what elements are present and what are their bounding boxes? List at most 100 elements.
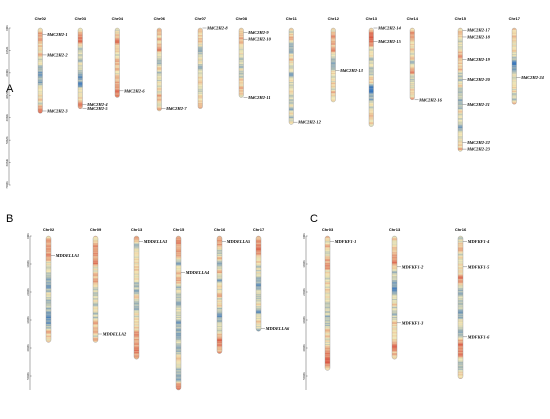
- density-band: [46, 320, 51, 322]
- density-band: [93, 299, 98, 301]
- density-band: [176, 357, 181, 359]
- density-band: [217, 251, 222, 253]
- density-band: [289, 106, 294, 108]
- density-band: [176, 270, 181, 272]
- density-band: [410, 99, 415, 100]
- density-band: [369, 95, 374, 97]
- density-band: [93, 308, 98, 310]
- density-band: [369, 81, 374, 83]
- density-band: [392, 296, 397, 298]
- density-band: [115, 41, 120, 43]
- density-band: [458, 274, 463, 276]
- density-band: [78, 69, 83, 71]
- density-band: [217, 271, 222, 273]
- density-band: [217, 329, 222, 331]
- density-band: [392, 272, 397, 273]
- density-band: [198, 72, 203, 74]
- density-band: [369, 100, 374, 102]
- density-band: [256, 317, 261, 319]
- density-band: [46, 268, 51, 270]
- density-band: [157, 52, 162, 54]
- density-band: [134, 342, 139, 344]
- density-band: [289, 44, 294, 46]
- density-band: [256, 326, 261, 328]
- density-band: [134, 252, 139, 254]
- density-band: [458, 129, 463, 131]
- density-band: [217, 296, 222, 298]
- density-band: [198, 35, 203, 37]
- chromosome-outline: [457, 235, 464, 380]
- density-band: [93, 335, 98, 337]
- density-band: [289, 96, 294, 98]
- density-band: [198, 36, 203, 38]
- density-band: [392, 305, 397, 307]
- density-band: [134, 319, 139, 321]
- density-band: [38, 58, 43, 60]
- scale-tick-label: 50Mb: [5, 136, 9, 144]
- density-band: [38, 76, 43, 78]
- density-band: [458, 306, 463, 308]
- density-band: [392, 256, 397, 258]
- density-band: [239, 73, 244, 75]
- density-band: [198, 62, 203, 64]
- density-band: [289, 102, 294, 104]
- density-band: [134, 271, 139, 273]
- density-band: [176, 363, 181, 365]
- density-band: [458, 38, 463, 40]
- density-band: [217, 345, 222, 347]
- density-band: [38, 71, 43, 73]
- density-band: [331, 42, 336, 44]
- density-band: [325, 340, 330, 342]
- density-band: [331, 50, 336, 52]
- density-band: [256, 314, 261, 316]
- density-band: [217, 265, 222, 267]
- density-band: [38, 52, 43, 54]
- density-band: [458, 107, 463, 109]
- density-band: [198, 48, 203, 50]
- density-band: [176, 341, 181, 343]
- density-band: [93, 339, 98, 341]
- density-band: [410, 91, 415, 92]
- density-bands: [256, 236, 261, 332]
- density-band: [325, 303, 330, 305]
- density-band: [392, 278, 397, 280]
- density-band: [157, 44, 162, 46]
- density-band: [217, 318, 222, 320]
- density-band: [512, 29, 517, 31]
- density-band: [157, 90, 162, 92]
- density-band: [217, 293, 222, 295]
- density-band: [410, 77, 415, 79]
- density-band: [458, 242, 463, 244]
- density-band: [176, 278, 181, 280]
- density-band: [157, 55, 162, 56]
- density-band: [289, 123, 294, 125]
- density-band: [256, 264, 261, 266]
- density-band: [115, 95, 120, 97]
- density-band: [78, 79, 83, 81]
- density-band: [392, 358, 397, 360]
- density-band: [325, 289, 330, 291]
- density-band: [239, 55, 244, 57]
- density-band: [38, 38, 43, 40]
- density-band: [325, 357, 330, 359]
- density-band: [410, 60, 415, 62]
- density-band: [157, 54, 162, 56]
- density-band: [93, 274, 98, 276]
- density-band: [410, 48, 415, 50]
- density-band: [256, 244, 261, 246]
- density-band: [239, 46, 244, 48]
- panel-c: C0Mb10Mb20Mb30Mb40Mb50MbChr03MDFKF1-1Chr…: [302, 213, 490, 390]
- density-band: [289, 37, 294, 39]
- density-band: [198, 47, 203, 49]
- density-band: [176, 369, 181, 371]
- density-band: [46, 269, 51, 271]
- density-band: [458, 266, 463, 268]
- density-band: [410, 58, 415, 60]
- density-band: [458, 115, 463, 117]
- density-band: [239, 35, 244, 37]
- density-band: [115, 46, 120, 48]
- density-band: [458, 131, 463, 133]
- density-band: [38, 28, 43, 29]
